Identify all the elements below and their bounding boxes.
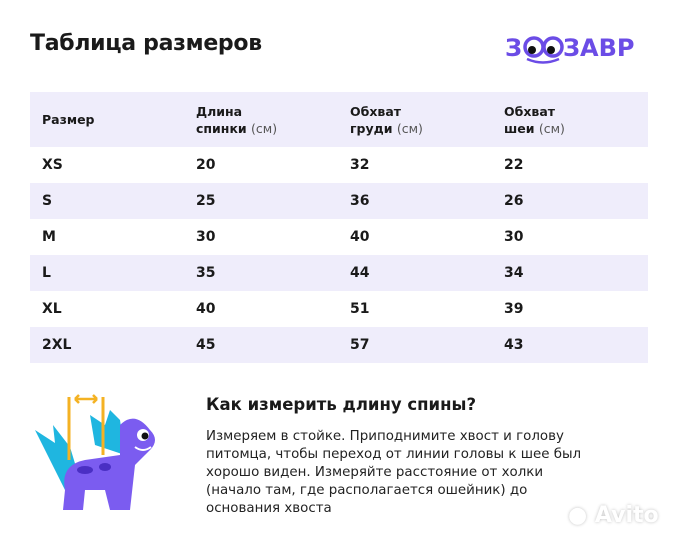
table-row: L 35 44 34: [30, 255, 648, 291]
svg-text:З: З: [505, 34, 522, 62]
cell-chest: 51: [350, 301, 370, 317]
table-row: S 25 36 26: [30, 183, 648, 219]
table-header: Размер Длина спинки (см) Обхват груди (см)…: [30, 92, 648, 147]
cell-chest: 36: [350, 193, 370, 209]
cell-neck: 22: [504, 157, 524, 173]
cell-back: 30: [196, 229, 216, 245]
cell-back: 45: [196, 337, 216, 353]
cell-size: 2XL: [42, 337, 72, 353]
cell-neck: 34: [504, 265, 524, 281]
cell-chest: 57: [350, 337, 370, 353]
cell-back: 40: [196, 301, 216, 317]
cell-chest: 32: [350, 157, 370, 173]
cell-neck: 30: [504, 229, 524, 245]
page-title: Таблица размеров: [30, 31, 262, 56]
size-table: Размер Длина спинки (см) Обхват груди (см)…: [30, 92, 648, 363]
header-size: Размер: [42, 112, 95, 127]
cell-back: 35: [196, 265, 216, 281]
dino-illustration: [35, 394, 155, 510]
cell-chest: 44: [350, 265, 370, 281]
header-neck: Обхват шеи (см): [504, 103, 565, 136]
header-back-length: Длина спинки (см): [196, 103, 278, 136]
table-row: XS 20 32 22: [30, 147, 648, 183]
cell-size: L: [42, 265, 51, 281]
svg-text:ЗАВР: ЗАВР: [563, 34, 635, 62]
cell-size: S: [42, 193, 53, 209]
cell-neck: 43: [504, 337, 524, 353]
table-row: 2XL 45 57 43: [30, 327, 648, 363]
howto-text: Измеряем в стойке. Приподнимите хвост и …: [206, 429, 582, 516]
header-chest: Обхват груди (см): [350, 103, 423, 136]
table-row: M 30 40 30: [30, 219, 648, 255]
cell-back: 25: [196, 193, 216, 209]
zoozavr-logo: З ЗАВР: [505, 34, 635, 64]
cell-size: XL: [42, 301, 62, 317]
cell-size: XS: [42, 157, 63, 173]
avito-watermark: ● Avito: [568, 503, 659, 528]
cell-chest: 40: [350, 229, 370, 245]
cell-neck: 39: [504, 301, 524, 317]
cell-back: 20: [196, 157, 216, 173]
howto-heading: Как измерить длину спины?: [206, 395, 477, 414]
cell-size: M: [42, 229, 56, 245]
cell-neck: 26: [504, 193, 524, 209]
table-row: XL 40 51 39: [30, 291, 648, 327]
